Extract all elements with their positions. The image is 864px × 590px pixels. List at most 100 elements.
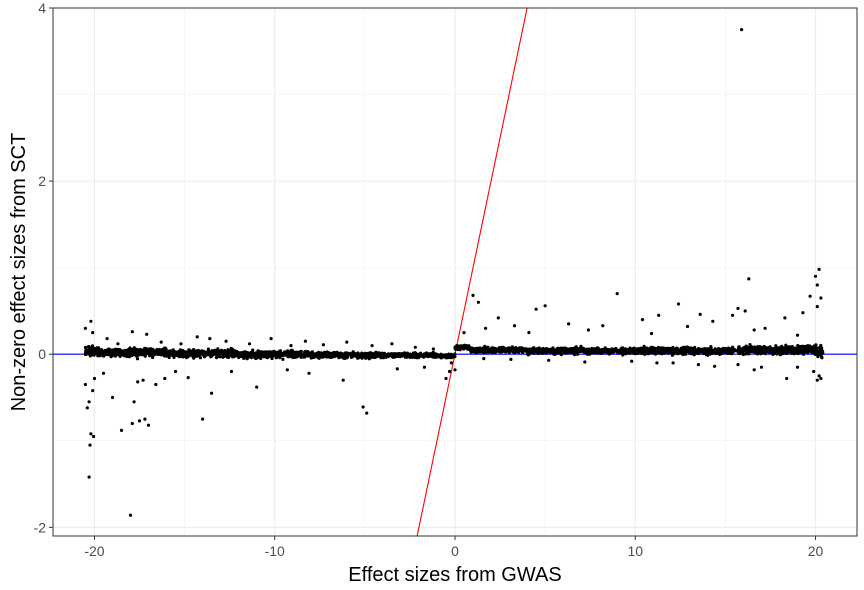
data-point [462, 331, 466, 335]
data-point [732, 348, 736, 353]
data-point [247, 342, 252, 346]
data-point [808, 294, 812, 298]
data-point [151, 355, 155, 360]
data-point [687, 349, 691, 353]
data-point [537, 347, 542, 351]
data-point [394, 354, 398, 358]
y-axis: -2 0 2 4 [34, 0, 53, 535]
data-point [136, 353, 141, 357]
data-point [798, 347, 802, 351]
data-point [671, 361, 675, 365]
data-point [771, 352, 775, 356]
data-point [611, 350, 616, 354]
data-point [664, 347, 668, 351]
data-point [270, 352, 274, 356]
data-point [795, 333, 800, 337]
data-point [110, 354, 114, 358]
data-point [84, 351, 88, 356]
data-point [374, 352, 378, 356]
data-point [292, 352, 296, 356]
data-point [231, 352, 235, 356]
data-point [413, 345, 417, 349]
data-point [245, 357, 249, 361]
data-point [123, 352, 127, 356]
data-point [296, 350, 300, 355]
data-point [542, 348, 546, 352]
data-point [449, 361, 453, 365]
data-point [783, 316, 787, 320]
data-point [817, 374, 821, 378]
data-point [458, 348, 462, 352]
data-point [485, 346, 489, 351]
data-point [509, 357, 513, 361]
data-point [476, 300, 480, 304]
data-point [685, 324, 690, 329]
data-point [577, 349, 581, 353]
data-point [763, 326, 767, 330]
data-point [286, 349, 290, 353]
data-point [207, 351, 211, 355]
data-point [481, 351, 485, 355]
data-point [642, 344, 646, 348]
data-point [285, 351, 289, 356]
data-point [693, 349, 697, 353]
data-point [436, 354, 440, 358]
data-point [85, 406, 89, 410]
data-point [628, 351, 632, 355]
data-point [621, 346, 625, 350]
data-point [693, 345, 697, 350]
data-point [307, 371, 311, 375]
data-point [163, 376, 167, 381]
data-point [269, 337, 273, 341]
data-point [83, 382, 87, 387]
data-point [139, 351, 143, 355]
data-point [92, 347, 96, 351]
data-point [679, 348, 684, 352]
data-point [668, 350, 672, 354]
data-point [601, 324, 605, 328]
data-point [785, 376, 789, 381]
data-point [498, 346, 502, 350]
data-point [92, 434, 96, 439]
data-point [494, 348, 498, 352]
data-point [132, 400, 136, 404]
data-point [736, 363, 740, 367]
data-point [402, 351, 407, 355]
data-point [171, 350, 175, 354]
data-point [744, 344, 748, 348]
data-point [814, 343, 818, 347]
data-point [142, 348, 146, 352]
data-point [226, 348, 230, 352]
data-point [148, 349, 153, 353]
data-point [87, 344, 91, 349]
data-point [164, 347, 168, 351]
data-point [237, 353, 241, 357]
data-point [590, 351, 594, 355]
data-point [368, 352, 372, 356]
data-point [526, 351, 531, 355]
data-point [370, 344, 374, 348]
data-point [781, 349, 785, 353]
x-tick-label: -20 [84, 543, 104, 559]
data-point [383, 353, 387, 357]
y-tick-label: 0 [38, 346, 46, 362]
data-point [622, 350, 627, 354]
data-point [725, 351, 729, 355]
data-point [750, 349, 754, 353]
data-point [567, 347, 571, 352]
data-point [144, 352, 148, 356]
data-point [270, 356, 274, 361]
data-point [677, 351, 681, 355]
data-point [151, 352, 155, 356]
data-point [119, 351, 123, 355]
data-point [149, 347, 153, 351]
data-point [83, 326, 87, 330]
data-point [130, 421, 134, 426]
data-point [747, 347, 751, 351]
data-point [281, 353, 285, 357]
data-point [603, 346, 607, 350]
data-point [128, 513, 133, 517]
y-tick-label: -2 [34, 519, 47, 535]
data-point [232, 349, 236, 353]
y-tick-label: 2 [38, 173, 46, 189]
